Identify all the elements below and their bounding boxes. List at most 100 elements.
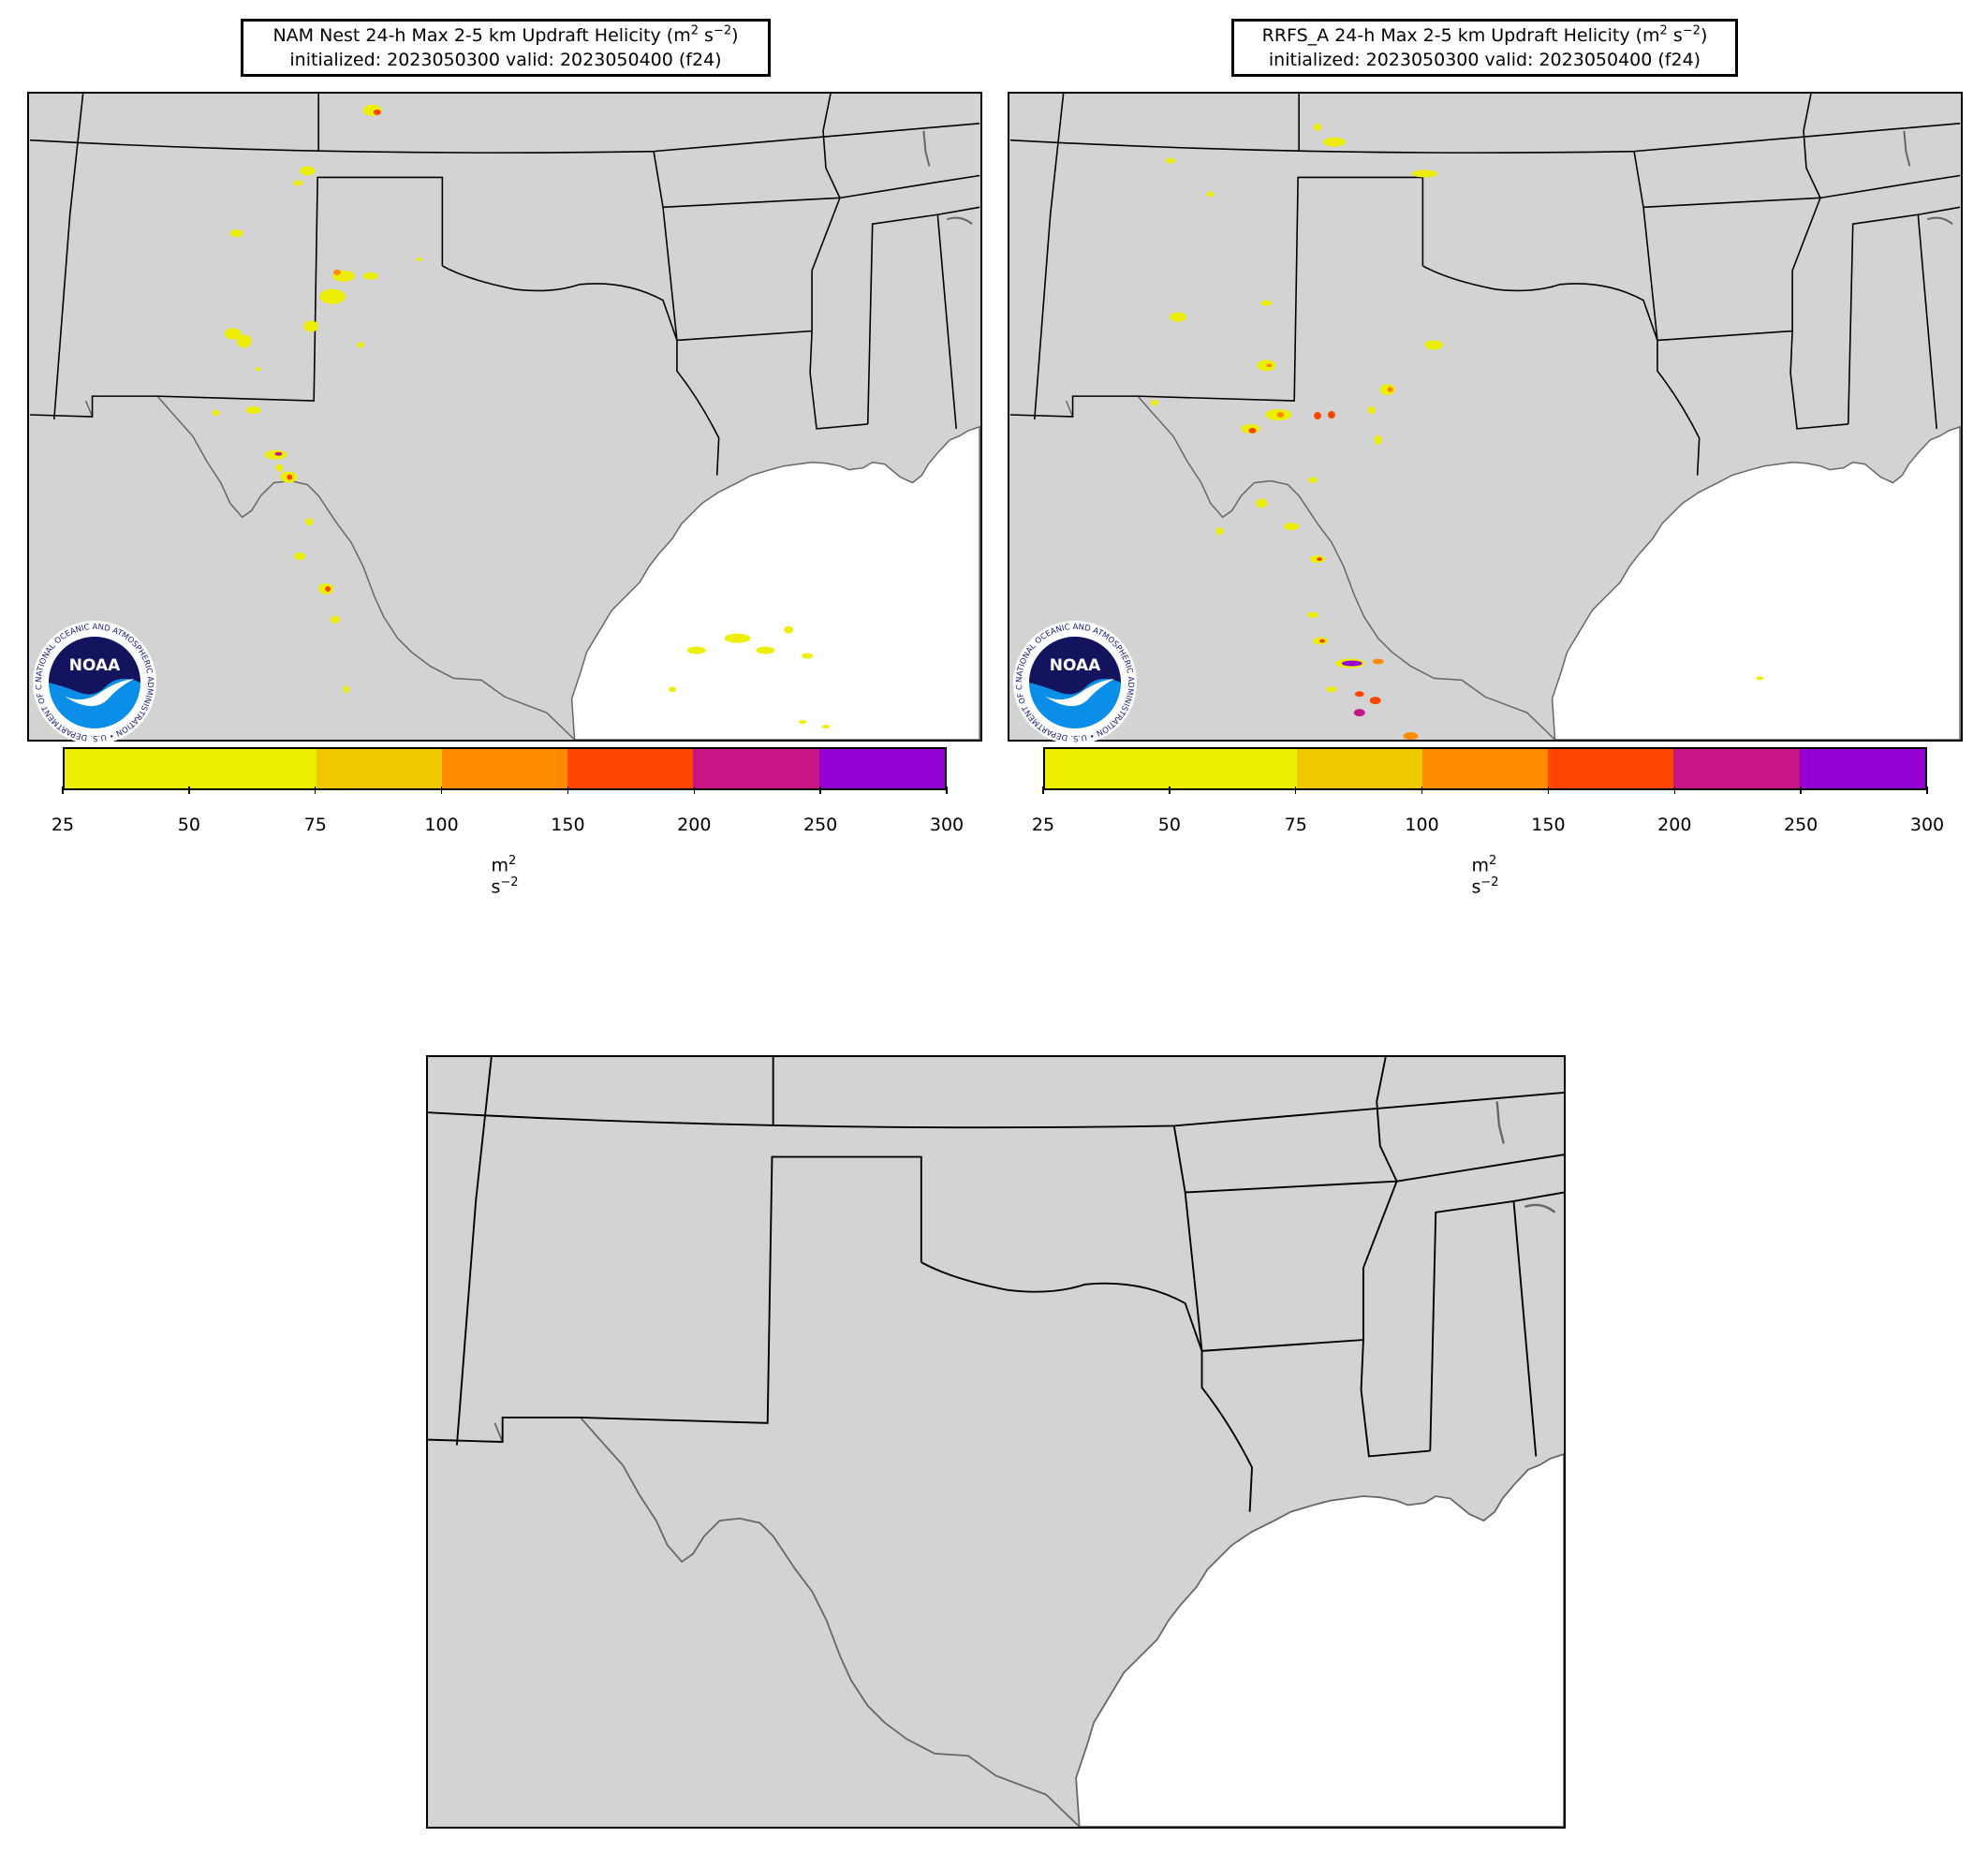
colorbar-tick-mark: [440, 786, 443, 794]
panel-title: RRFS_A 24-h Max 2-5 km Updraft Helicity …: [1231, 19, 1738, 77]
colorbar-tick-mark: [1421, 786, 1423, 794]
rio-grande-border: [1065, 400, 1074, 418]
state-border: [1376, 1057, 1398, 1183]
state-border: [455, 1057, 493, 1446]
colorbar-tick-mark: [1547, 786, 1550, 794]
helicity-swath: [1165, 157, 1175, 164]
colorbar-tick-mark: [1169, 786, 1171, 794]
helicity-swath: [1276, 412, 1285, 418]
colorbar-tick-mark: [946, 786, 948, 794]
colorbar-tick-label: 150: [551, 815, 585, 835]
helicity-swath: [756, 646, 775, 654]
colorbar-tick-label: 25: [1031, 815, 1055, 835]
state-border: [1847, 213, 1937, 429]
helicity-swath: [212, 410, 220, 417]
colorbar-tick-mark: [819, 786, 821, 794]
panel-title: NAM Nest 24-h Max 2-5 km Updraft Helicit…: [241, 19, 771, 77]
logo-text: NOAA: [1050, 656, 1101, 675]
rio-grande-border: [493, 1422, 504, 1443]
colorbar-label: m2 s−2: [491, 854, 519, 898]
state-border: [1009, 123, 1961, 154]
helicity-swath: [1327, 411, 1335, 419]
gulf-of-mexico: [1075, 1453, 1564, 1827]
helicity-swath: [1372, 658, 1384, 665]
helicity-swath: [416, 257, 422, 261]
helicity-swath: [1354, 691, 1364, 698]
helicity-swath: [1308, 477, 1318, 483]
state-border: [29, 123, 980, 154]
helicity-swath: [1319, 639, 1325, 643]
state-border: [1422, 265, 1701, 476]
colorbar-tick-mark: [1800, 786, 1802, 794]
colorbar-segment: [693, 749, 819, 788]
colorbar-tick-label: 300: [1909, 815, 1945, 835]
lake: [1926, 216, 1953, 225]
colorbar-tick-label: 75: [303, 815, 327, 835]
map-svg: [1009, 94, 1961, 740]
colorbar-tick-label: 100: [1405, 815, 1439, 835]
lake: [946, 216, 973, 225]
helicity-swath: [1169, 312, 1186, 322]
lake: [1903, 130, 1911, 167]
colorbar-tick-mark: [62, 786, 64, 794]
helicity-swath: [686, 646, 706, 654]
helicity-swath: [1307, 611, 1319, 618]
lake: [922, 130, 931, 167]
state-border: [1429, 1199, 1538, 1457]
colorbar-tick-mark: [1673, 786, 1676, 794]
gulf-of-mexico: [570, 425, 980, 740]
helicity-swath: [303, 320, 319, 332]
state-border: [1201, 1268, 1364, 1352]
colorbar-tick-mark: [567, 786, 569, 794]
colorbar-tick-label: 75: [1284, 815, 1307, 835]
colorbar-tick-label: 25: [51, 815, 75, 835]
state-border: [811, 198, 841, 272]
logo-bird: [1044, 679, 1114, 707]
colorbar-tick-mark: [1926, 786, 1928, 794]
helicity-swath: [319, 288, 346, 304]
helicity-swath: [1323, 137, 1346, 147]
helicity-swath: [1151, 400, 1159, 406]
map-svg: [29, 94, 980, 740]
state-border: [839, 174, 980, 199]
map-nam: [27, 92, 982, 742]
colorbar-tick-label: 150: [1531, 815, 1566, 835]
helicity-swath: [1341, 660, 1362, 667]
helicity-swath: [1256, 498, 1268, 508]
colorbar-label: m2 s−2: [1471, 854, 1499, 898]
rio-grande-border: [84, 400, 94, 418]
helicity-swath: [784, 625, 794, 634]
helicity-swath: [325, 585, 331, 592]
helicity-swath: [343, 685, 349, 694]
map-rrfs: [1008, 92, 1963, 742]
colorbar-tick-mark: [314, 786, 317, 794]
helicity-swath: [1215, 527, 1224, 536]
helicity-swath: [236, 334, 252, 348]
state-border: [1033, 94, 1065, 420]
colorbar-segment: [818, 749, 945, 788]
helicity-swath: [822, 725, 830, 729]
state-border: [1789, 331, 1848, 430]
state-border: [866, 213, 957, 429]
helicity-swath: [1387, 387, 1393, 393]
helicity-swath: [1411, 169, 1438, 178]
logo-bird: [64, 679, 134, 707]
colorbar-segment: [441, 749, 568, 788]
helicity-swath: [1367, 406, 1376, 415]
state-border: [1642, 197, 1820, 209]
helicity-swath: [799, 720, 807, 725]
colorbar-segment: [1421, 749, 1549, 788]
colorbar-tick-label: 250: [1784, 815, 1819, 835]
rio-grande-border: [156, 395, 576, 740]
helicity-swath: [1248, 427, 1257, 434]
colorbar-segment: [1548, 749, 1674, 788]
state-border: [1633, 151, 1658, 341]
state-border: [1360, 1339, 1431, 1458]
helicity-swath: [668, 686, 676, 693]
rio-grande-border: [1137, 395, 1556, 740]
colorbar-tick-label: 300: [929, 815, 965, 835]
helicity-swath: [1353, 709, 1365, 717]
helicity-swath: [255, 367, 261, 372]
state-border: [428, 1155, 922, 1443]
state-border: [428, 1091, 1564, 1129]
